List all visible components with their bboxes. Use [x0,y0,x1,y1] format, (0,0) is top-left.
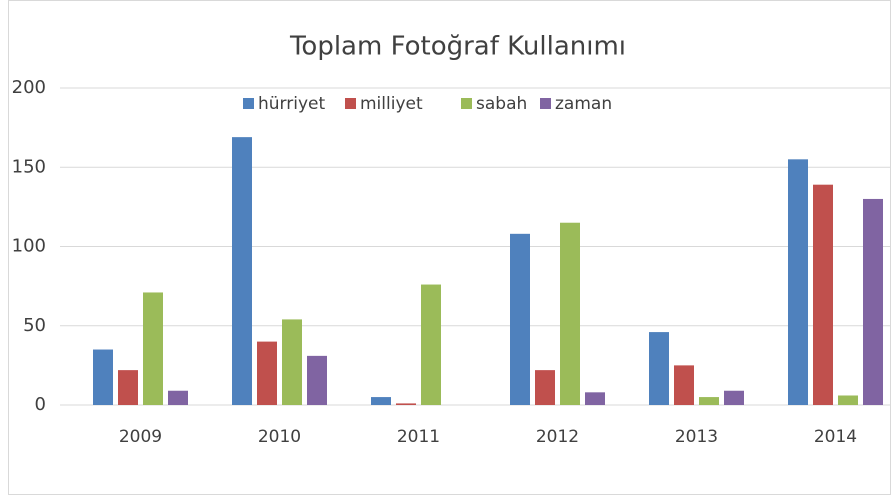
chart-title: Toplam Fotoğraf Kullanımı [289,32,626,62]
x-tick-label: 2009 [119,427,162,447]
bar [396,403,416,405]
y-tick-label: 50 [23,315,46,336]
bar [510,233,530,405]
bar [421,284,441,405]
bar [257,341,277,405]
bar [813,184,833,405]
bar [560,222,580,405]
bar [93,349,113,405]
bar [371,397,391,405]
legend-swatch [243,98,254,109]
legend-swatch [540,98,551,109]
legend-swatch [461,98,472,109]
legend-label: zaman [555,94,612,114]
bar [307,355,327,405]
legend-swatch [345,98,356,109]
bar [282,319,302,405]
legend-label: milliyet [360,94,423,114]
y-tick-label: 100 [12,236,46,257]
bar [699,397,719,405]
x-tick-label: 2011 [397,427,440,447]
y-tick-label: 200 [12,77,46,98]
bar [232,137,252,405]
bar [143,292,163,405]
chart-frame [8,0,891,495]
x-tick-label: 2013 [675,427,718,447]
bar [535,370,555,405]
x-tick-label: 2012 [536,427,579,447]
legend-label: sabah [476,94,527,114]
bar [649,332,669,405]
bar [585,392,605,405]
bar [674,365,694,405]
bar [863,198,883,405]
legend-label: hürriyet [258,94,325,114]
bar [724,390,744,405]
x-tick-label: 2014 [814,427,857,447]
y-tick-label: 150 [12,156,46,177]
bar [168,390,188,405]
bar [838,395,858,405]
y-tick-label: 0 [35,394,46,415]
x-tick-label: 2010 [258,427,301,447]
bar [788,159,808,405]
bar [118,370,138,405]
